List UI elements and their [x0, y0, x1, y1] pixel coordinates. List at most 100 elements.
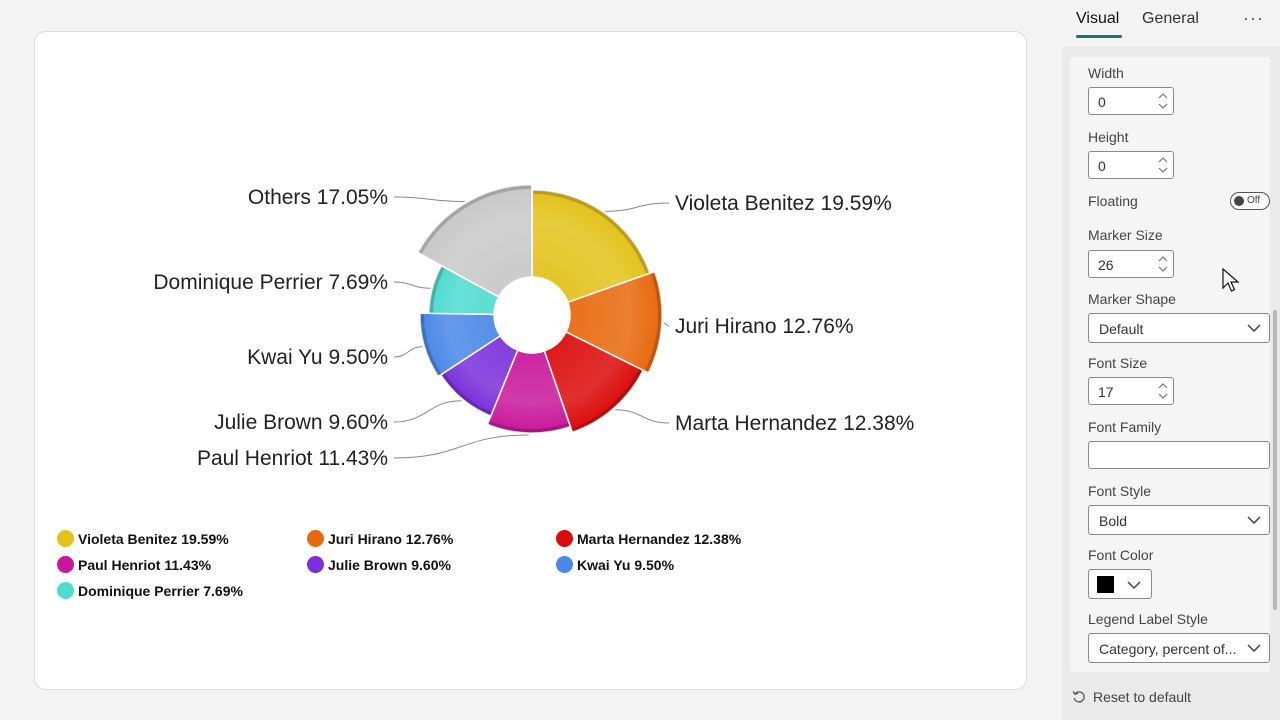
legend-marker: [556, 556, 573, 573]
floating-toggle[interactable]: Off: [1230, 192, 1270, 210]
reset-label: Reset to default: [1093, 689, 1192, 705]
pie-slice-juri-hirano[interactable]: [565, 270, 663, 374]
mouse-cursor-icon: [1222, 268, 1240, 292]
font-size-value: 17: [1098, 384, 1114, 400]
format-section: Width 0 Height 0 Floating Off Marker Siz…: [1070, 57, 1270, 672]
leader-line: [393, 434, 529, 459]
pie-chart[interactable]: Violeta Benitez 19.59% Juri Hirano 12.76%…: [35, 32, 1028, 512]
pie-slice-rim: [533, 190, 650, 274]
width-label: Width: [1088, 65, 1124, 81]
legend-item[interactable]: Julie Brown 9.60%: [307, 556, 451, 573]
pie-slice-kwai-yu[interactable]: [419, 312, 502, 378]
data-label: Juri Hirano 12.76%: [675, 315, 854, 338]
legend-marker: [57, 530, 74, 547]
more-options-icon[interactable]: ···: [1243, 8, 1264, 28]
leader-line: [605, 202, 670, 212]
font-style-dropdown[interactable]: Bold: [1088, 505, 1270, 535]
active-tab-indicator: [1076, 35, 1122, 38]
font-size-label: Font Size: [1088, 355, 1148, 371]
chevron-down-icon: [1247, 644, 1261, 653]
font-color-label: Font Color: [1088, 547, 1154, 563]
font-color-picker[interactable]: [1088, 569, 1152, 599]
legend-marker: [307, 530, 324, 547]
pie-slice-rim: [572, 369, 643, 432]
width-stepper-icon[interactable]: [1157, 90, 1169, 112]
legend-label: Paul Henriot 11.43%: [78, 556, 212, 573]
height-value: 0: [1098, 158, 1106, 174]
marker-size-stepper-icon[interactable]: [1157, 253, 1169, 275]
legend-marker: [307, 556, 324, 573]
legend-marker: [556, 530, 573, 547]
pie-slice-rim: [441, 373, 492, 416]
legend-label-style-value: Category, percent of...: [1099, 641, 1237, 657]
pie-slice-marta-hernandez[interactable]: [543, 330, 645, 434]
legend-item[interactable]: Marta Hernandez 12.38%: [556, 530, 741, 547]
tab-visual[interactable]: Visual: [1076, 10, 1120, 27]
marker-shape-dropdown[interactable]: Default: [1088, 313, 1270, 343]
leader-line: [393, 400, 462, 423]
pie-slice-others[interactable]: [416, 184, 533, 298]
legend-item[interactable]: Paul Henriot 11.43%: [57, 556, 211, 573]
font-size-input[interactable]: 17: [1088, 377, 1174, 405]
legend-label: Kwai Yu 9.50%: [577, 556, 675, 573]
data-label: Paul Henriot 11.43%: [197, 447, 388, 470]
pie-slice-rim: [488, 420, 570, 433]
legend-item[interactable]: Juri Hirano 12.76%: [307, 530, 453, 547]
format-pane: Visual General ··· Width 0 Height 0 Floa…: [1062, 0, 1280, 720]
leader-line: [393, 346, 423, 358]
legend-label: Juri Hirano 12.76%: [328, 530, 454, 547]
legend-marker: [57, 556, 74, 573]
reset-to-default-button[interactable]: Reset to default: [1072, 689, 1191, 705]
width-value: 0: [1098, 94, 1106, 110]
pie-slice-violeta-benitez[interactable]: [531, 189, 651, 304]
leader-line: [663, 322, 670, 327]
data-label: Others 17.05%: [248, 186, 388, 209]
chevron-down-icon: [1247, 324, 1261, 333]
data-label: Dominique Perrier 7.69%: [153, 271, 388, 294]
font-style-value: Bold: [1099, 513, 1128, 529]
leader-line: [393, 281, 431, 289]
marker-size-value: 26: [1098, 257, 1114, 273]
width-input[interactable]: 0: [1088, 87, 1174, 115]
marker-size-label: Marker Size: [1088, 227, 1163, 243]
legend-item[interactable]: Kwai Yu 9.50%: [556, 556, 674, 573]
chevron-down-icon: [1247, 516, 1261, 525]
legend-label: Marta Hernandez 12.38%: [577, 530, 742, 547]
data-label: Violeta Benitez 19.59%: [675, 192, 892, 215]
pane-scrollbar[interactable]: [1273, 310, 1277, 610]
toggle-knob: [1234, 196, 1244, 206]
marker-shape-label: Marker Shape: [1088, 291, 1176, 307]
font-style-label: Font Style: [1088, 483, 1152, 499]
legend-label-style-label: Legend Label Style: [1088, 611, 1208, 627]
pie-slice-julie-brown[interactable]: [439, 334, 519, 417]
pie-slice-rim: [418, 185, 531, 254]
leader-line: [615, 409, 670, 424]
height-stepper-icon[interactable]: [1157, 154, 1169, 176]
pane-tabs: Visual General ···: [1062, 0, 1280, 46]
floating-label: Floating: [1088, 193, 1138, 209]
floating-state: Off: [1247, 195, 1261, 206]
height-input[interactable]: 0: [1088, 151, 1174, 179]
legend-label-style-dropdown[interactable]: Category, percent of...: [1088, 633, 1270, 663]
font-size-stepper-icon[interactable]: [1157, 380, 1169, 402]
font-family-label: Font Family: [1088, 419, 1162, 435]
legend-item[interactable]: Dominique Perrier 7.69%: [57, 582, 243, 599]
legend-item[interactable]: Violeta Benitez 19.59%: [57, 530, 229, 547]
report-canvas: Violeta Benitez 19.59% Juri Hirano 12.76%…: [34, 31, 1027, 690]
marker-shape-value: Default: [1099, 321, 1144, 337]
pie-slice-paul-henriot[interactable]: [486, 349, 572, 434]
legend-marker: [57, 582, 74, 599]
pie-slice-rim: [420, 314, 442, 376]
chevron-down-icon: [1127, 581, 1141, 590]
marker-size-input[interactable]: 26: [1088, 250, 1174, 278]
pie-slice-rim: [645, 272, 662, 372]
leader-line: [393, 196, 465, 202]
data-label: Marta Hernandez 12.38%: [675, 412, 914, 435]
font-family-input[interactable]: [1088, 441, 1270, 469]
height-label: Height: [1088, 129, 1129, 145]
legend-label: Violeta Benitez 19.59%: [78, 530, 229, 547]
tab-general[interactable]: General: [1142, 10, 1199, 27]
reset-icon: [1072, 691, 1085, 703]
legend-label: Julie Brown 9.60%: [328, 556, 451, 573]
data-label: Julie Brown 9.60%: [214, 411, 388, 434]
